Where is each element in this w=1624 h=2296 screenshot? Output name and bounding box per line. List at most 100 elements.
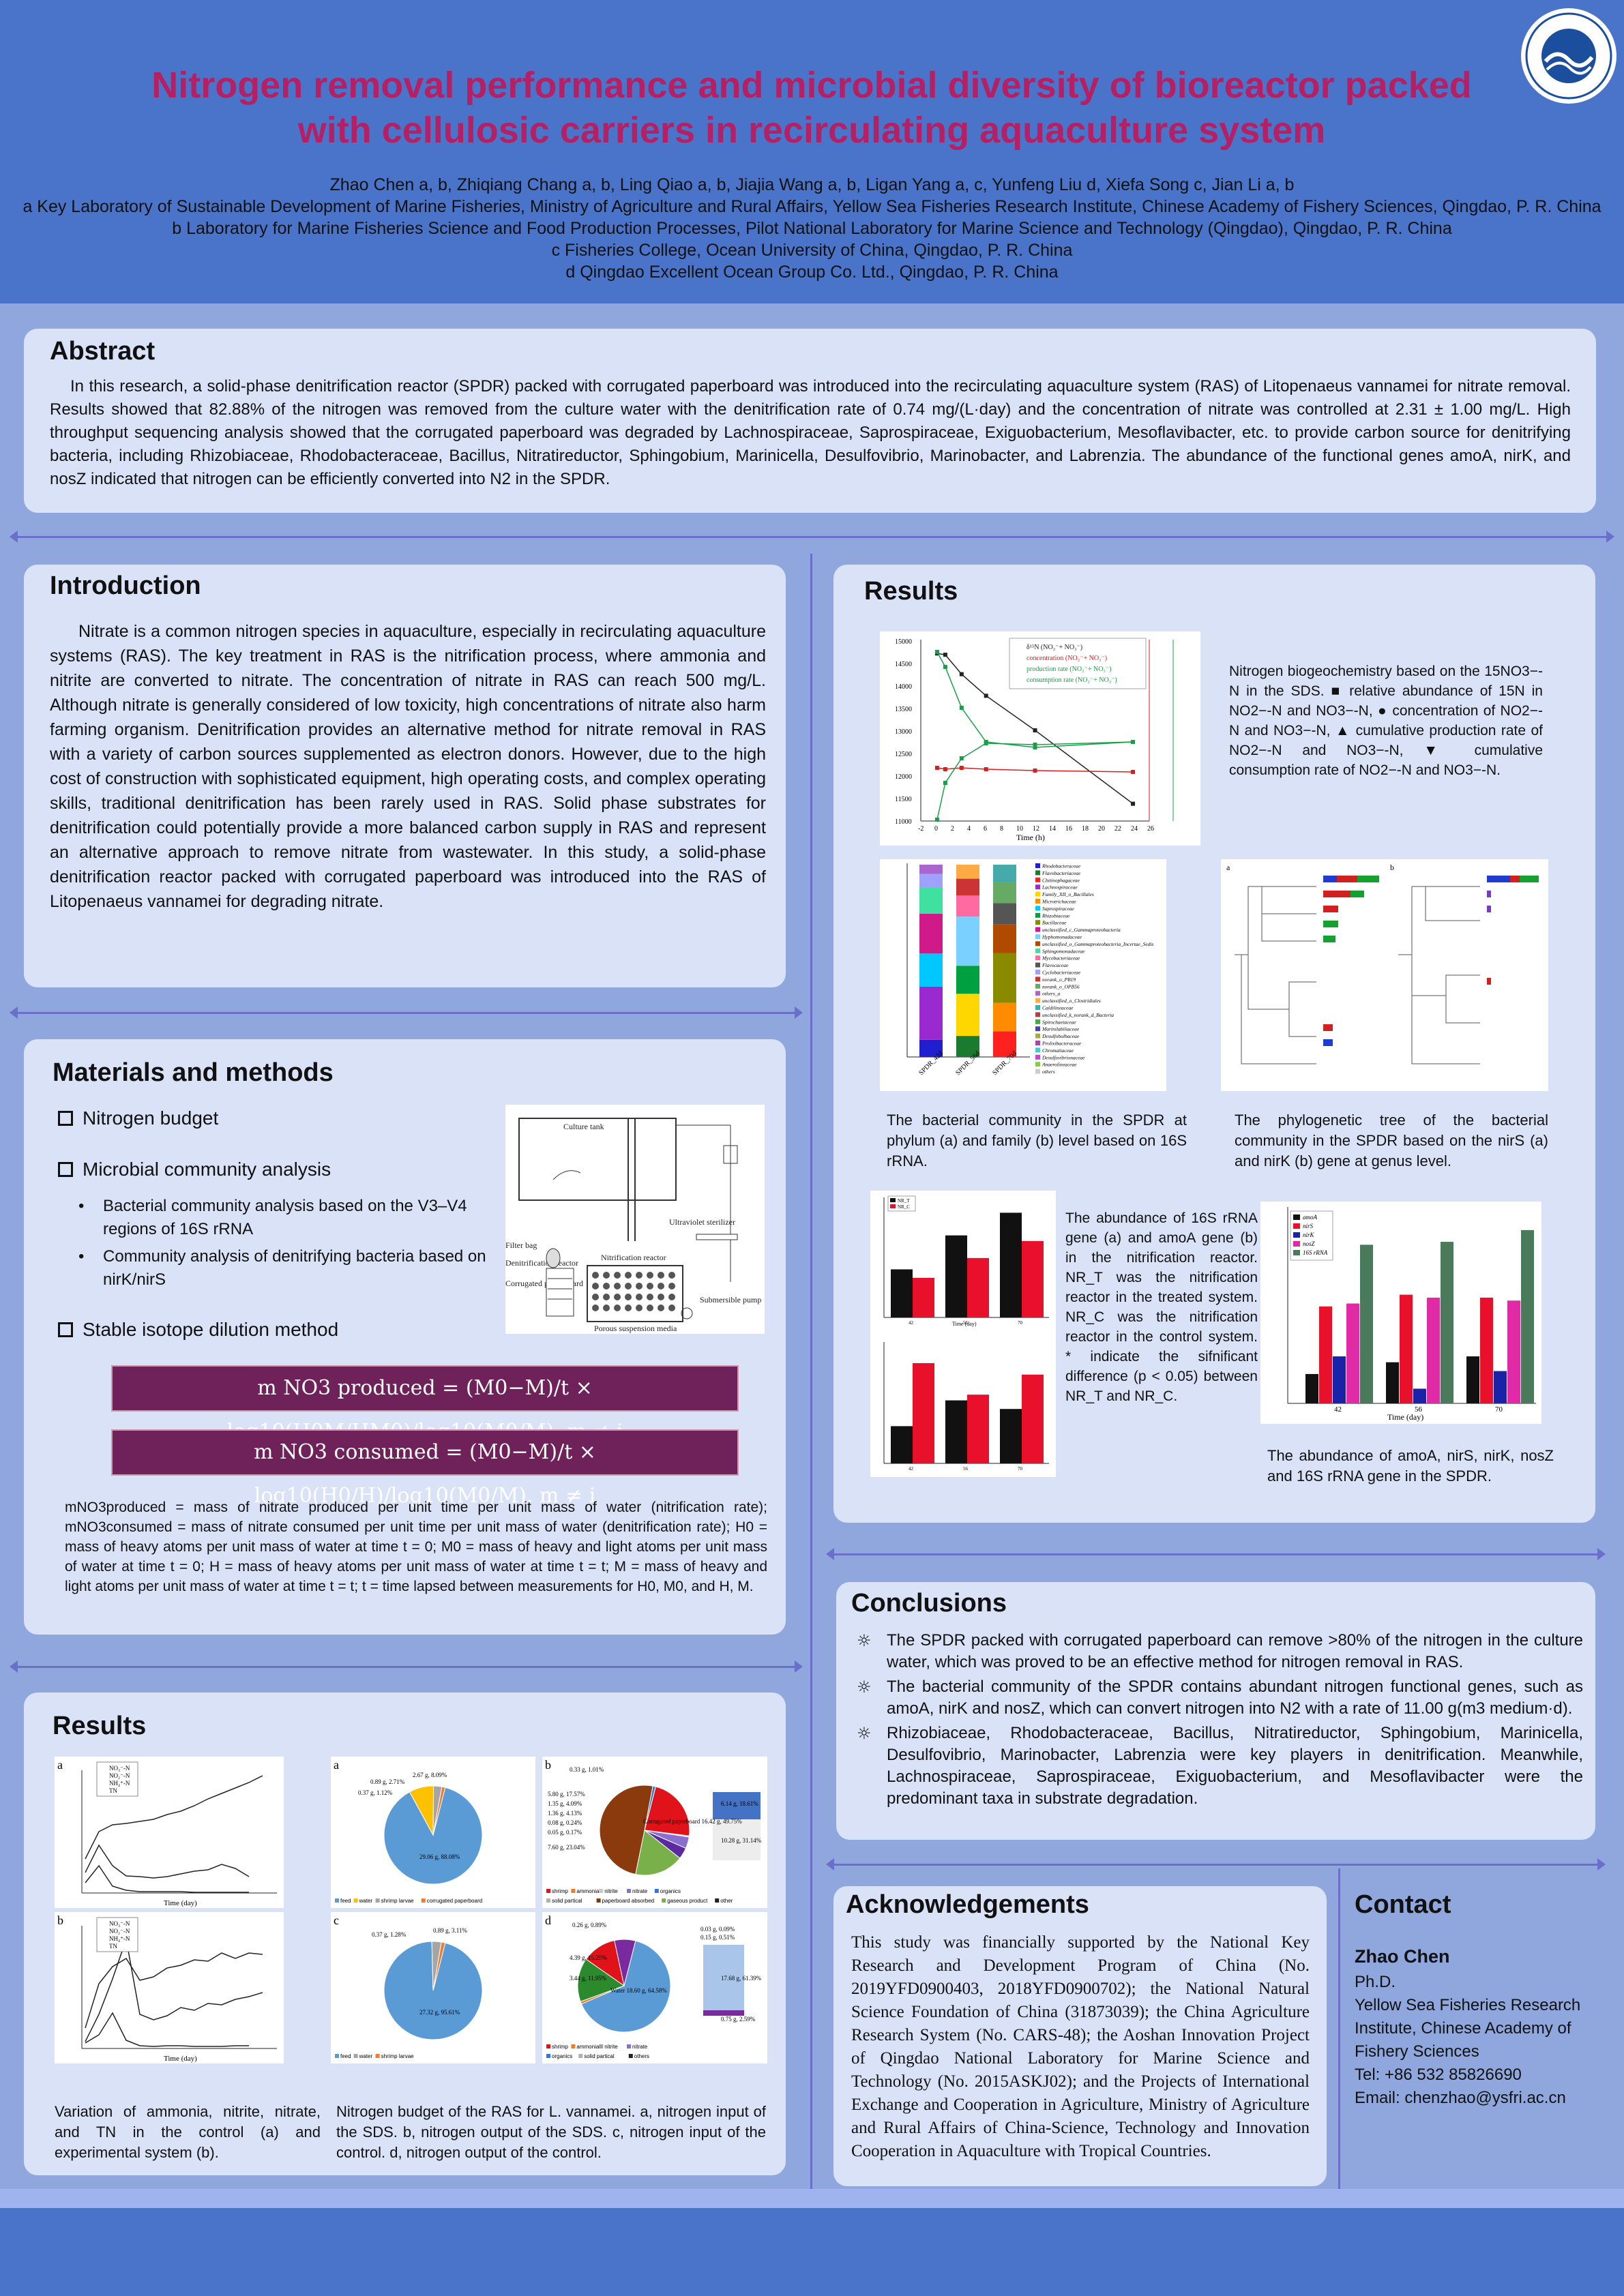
data-point [959, 706, 964, 710]
gene-bar [1480, 1297, 1493, 1403]
tick-label: 14 [1049, 825, 1056, 833]
gene-bar [1494, 1371, 1507, 1403]
data-point [1033, 743, 1037, 747]
nitrogen-budget-caption: Nitrogen budget of the RAS for L. vannam… [336, 2103, 766, 2161]
legend-entry: shrimp larvae [381, 1898, 415, 1904]
legend-swatch [1293, 1241, 1300, 1247]
bar-nr-c [913, 1277, 934, 1317]
pie-slice [432, 1941, 446, 1991]
conclusion-text: The bacterial community of the SPDR cont… [887, 1678, 1583, 1718]
stacked-bar-segment [956, 895, 979, 917]
data-point [959, 672, 964, 676]
legend-swatch [1035, 912, 1040, 918]
legend-entry: solid partical [552, 1898, 582, 1904]
legend-entry: NR_T [898, 1198, 910, 1204]
bar-nr-c [967, 1257, 989, 1317]
legend-entry: other [720, 1898, 733, 1904]
tick-label: 13000 [895, 728, 912, 736]
legend-swatch [578, 2054, 583, 2058]
series-line [936, 741, 1134, 820]
contact-tel: Tel: +86 532 85826690 [1355, 2066, 1522, 2084]
pie-chart-nitrogen-output-control: d 0.26 g, 0.89% Water 18.60 g, 64.58% 4.39… [542, 1912, 767, 2063]
tick-label: 10 [1016, 825, 1023, 833]
introduction-panel: Introduction Nitrate is a common nitroge… [24, 565, 786, 987]
gene-bar [1441, 1242, 1453, 1403]
results-left-panel: Results a NO₃⁻-N NO₂⁻-N NH₄⁺-N TN Time (… [24, 1693, 786, 2175]
stacked-bar-segment [993, 924, 1016, 953]
legend-entry: Desulfobulbaceae [1042, 1033, 1080, 1039]
method-item-nitrogen-budget: Nitrogen budget [58, 1107, 218, 1129]
diagram-label: Culture tank [563, 1122, 604, 1131]
pie-slice [614, 1939, 636, 1986]
legend-entry: Bacillaceae [1042, 920, 1067, 926]
gene-bar [1319, 1306, 1332, 1403]
tick-label: 6 [984, 825, 987, 833]
legend-swatch [1035, 863, 1040, 868]
affiliation-d: d Qingdao Excellent Ocean Group Co. Ltd.… [565, 263, 1059, 282]
legend-entry: ammonia [576, 1888, 599, 1894]
stacked-bar-segment [993, 1031, 1016, 1057]
legend-swatch [1035, 998, 1040, 1003]
x-axis-label: Time (day) [1387, 1412, 1423, 1422]
divider-arrow [10, 531, 18, 543]
pie-slice [383, 1787, 483, 1885]
contact-name: Zhao Chen [1355, 1946, 1450, 1967]
contact-section: Contact Zhao Chen Ph.D. Yellow Sea Fishe… [1353, 1886, 1599, 2186]
gene-bar [1521, 1229, 1534, 1403]
tick-label: 42 [909, 1466, 914, 1472]
legend-swatch [596, 1898, 601, 1903]
data-point [934, 818, 939, 822]
legend-entry: Spirochaetaceae [1042, 1019, 1076, 1025]
divider-arrow [826, 1548, 834, 1560]
legend-entry: ammonia [576, 2044, 599, 2050]
bar-segment [703, 1945, 744, 2010]
stacked-bar-segment [993, 953, 1016, 1003]
gene-bar [1507, 1300, 1520, 1403]
legend-entry: Sphingomonadaceae [1042, 948, 1085, 954]
affiliation-b: b Laboratory for Marine Fisheries Scienc… [172, 219, 1452, 238]
abstract-heading: Abstract [50, 337, 156, 366]
bar-segment [703, 2010, 744, 2016]
legend-entry: Desulfovibrionaceae [1042, 1054, 1085, 1060]
pie-label: 0.89 g, 3.11% [433, 1927, 467, 1934]
legend-entry: Lachnospiraceae [1042, 884, 1078, 891]
legend-entry: nirS [1303, 1223, 1314, 1229]
data-point [943, 767, 947, 771]
functional-genes-bar-chart: 42 56 70 amoA nirS nirK nosZ 16S rRNA Time (da… [1260, 1202, 1541, 1424]
legend-entry: nosZ [1303, 1240, 1316, 1247]
method-bullet-text: Community analysis of denitrifying bacte… [103, 1247, 486, 1289]
diagram-label: Submersible pump [700, 1295, 761, 1304]
legend-swatch [353, 2054, 358, 2058]
divider-arrow [1606, 531, 1614, 543]
tick-label: 11500 [895, 796, 912, 803]
legend-entry: unclassified_k_norank_d_Bacteria [1042, 1012, 1114, 1018]
gene-bar [1427, 1297, 1440, 1403]
tn-series [85, 1952, 263, 2029]
pie-label: 0.33 g, 1.01% [570, 1766, 604, 1773]
legend-swatch [1035, 1012, 1040, 1017]
legend-entry: Mycobacteriaceae [1042, 955, 1080, 961]
legend-swatch [1035, 1054, 1040, 1060]
legend-swatch [546, 2044, 550, 2048]
legend-swatch [335, 1898, 339, 1903]
panel-letter: b [1390, 863, 1394, 872]
column-divider [810, 554, 812, 2190]
conclusion-item: ☼ Rhizobiaceae, Rhodobacteraceae, Bacillu… [857, 1723, 1583, 1810]
stacked-bar-segment [919, 865, 943, 874]
legend-swatch [571, 2044, 576, 2048]
pie-label: 17.68 g, 61.39% [721, 1975, 762, 1982]
legend-swatch [1035, 927, 1040, 932]
gene-bar [1400, 1294, 1413, 1403]
stacked-bar-segment [993, 903, 1016, 925]
legend-swatch [1035, 1005, 1040, 1010]
pie-label: Corrugated paperboard 16.42 g, 49.75% [643, 1818, 742, 1825]
time-series-caption: Variation of ammonia, nitrite, nitrate, … [55, 2103, 321, 2161]
panel-letter: a [1226, 863, 1230, 872]
conclusion-item: ☼ The bacterial community of the SPDR con… [857, 1676, 1583, 1720]
tick-label: 4 [967, 825, 971, 833]
legend-entry: Chromatiaceae [1042, 1047, 1074, 1054]
pie-label: 0.37 g, 1.28% [372, 1931, 407, 1938]
legend-entry: shrimp [552, 1888, 569, 1894]
pie-slice [644, 1785, 656, 1831]
contact-email[interactable]: Email: chenzhao@ysfri.ac.cn [1355, 2089, 1566, 2107]
